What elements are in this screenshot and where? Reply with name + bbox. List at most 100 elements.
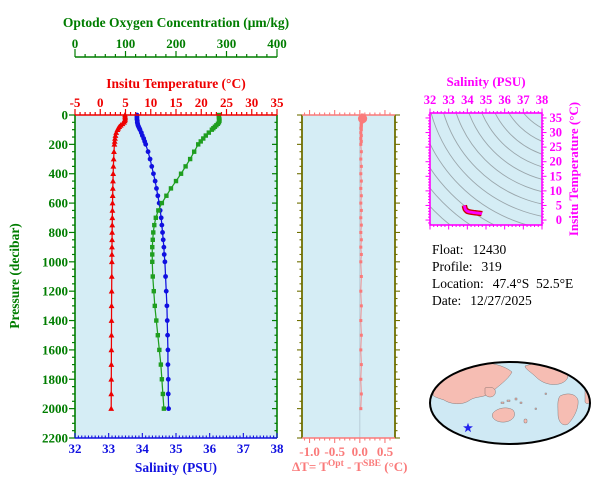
insitu-temperature-marker [113, 129, 120, 135]
landmass-new-zealand [523, 418, 528, 424]
pressure-tick-label: 2000 [42, 401, 68, 416]
delta-t-marker [359, 319, 363, 323]
temperature-tick-label: 35 [271, 95, 285, 110]
float-location-star [463, 422, 473, 433]
optode-oxygen-marker [157, 347, 162, 353]
location-label: Location: [432, 276, 484, 291]
optode-oxygen-marker [153, 215, 158, 220]
insitu-temperature-marker [110, 170, 117, 177]
oxygen-tick-label: 400 [267, 36, 287, 51]
oxygen-axis: 0 100 200 300 400 Optode Oxygen Concentration… [63, 15, 289, 58]
delta-t-marker [359, 164, 363, 168]
salinity-tick-label: 36 [203, 441, 217, 456]
optode-oxygen-marker [160, 391, 166, 397]
ts-temperature-tick-label: 5 [556, 198, 562, 212]
salinity-marker [158, 215, 164, 221]
salinity-marker [165, 376, 171, 382]
salinity-tick-label: 37 [237, 441, 251, 456]
pressure-axis: 0 200 400 600 800 1000 1200 1400 1600 1800 2000 220… [7, 108, 278, 446]
salinity-marker [163, 274, 168, 279]
optode-oxygen-marker [196, 142, 201, 147]
date-label: Date: [432, 293, 462, 308]
optode-oxygen-marker [151, 288, 156, 294]
salinity-marker [155, 193, 161, 199]
delta-t-marker [359, 230, 363, 234]
insitu-temperature-marker [109, 192, 116, 199]
insitu-temperature-marker [108, 302, 115, 309]
optode-oxygen-marker [198, 139, 203, 144]
optode-oxygen-marker [159, 377, 165, 382]
salinity-marker [159, 222, 165, 228]
delta-tick-label: 0.5 [377, 444, 394, 459]
delta-axis-title: ΔT= TOpt - TSBE (°C) [292, 459, 408, 474]
salinity-marker [151, 171, 156, 177]
insitu-temperature-marker [109, 244, 115, 250]
ts-temperature-tick-label: 10 [550, 184, 563, 198]
pressure-tick-label: 600 [49, 196, 69, 211]
insitu-temperature-marker [108, 317, 115, 323]
optode-oxygen-marker [209, 127, 215, 132]
optode-oxygen-marker [164, 193, 169, 198]
optode-oxygen-marker [150, 244, 155, 250]
delta-t-marker [359, 157, 363, 161]
ts-salinity-tick-label: 33 [442, 93, 455, 107]
optode-oxygen-marker [150, 237, 155, 242]
ts-temperature-tick-label: 20 [550, 155, 563, 169]
ts-panel-background [430, 113, 542, 225]
optode-oxygen-marker [158, 362, 164, 367]
pressure-tick-label: 400 [49, 166, 69, 181]
insitu-temperature-marker [108, 405, 115, 411]
ts-temperature-tick-label: 0 [556, 213, 562, 227]
insitu-temperature-marker [112, 132, 119, 138]
salinity-marker [163, 288, 169, 294]
insitu-temperature-marker [109, 207, 116, 213]
delta-t-marker [359, 407, 363, 411]
optode-oxygen-marker [206, 130, 212, 135]
delta-t-marker [359, 134, 363, 138]
ts-salinity-axis-title: Salinity (PSU) [446, 74, 525, 89]
landmass-seasia [484, 387, 496, 398]
optode-oxygen-marker [150, 252, 155, 257]
salinity-tick-label: 38 [271, 441, 285, 456]
insitu-temperature-series [108, 111, 129, 411]
ts-temperature-tick-label: 15 [550, 169, 563, 183]
island-speck [514, 397, 518, 401]
insitu-temperature-marker [108, 258, 115, 265]
ts-salinity-tick-label: 38 [536, 93, 549, 107]
optode-oxygen-marker [191, 149, 197, 154]
delta-tick-label: 0.0 [352, 444, 368, 459]
ts-temperature-axis-title: Insitu Temperature (°C) [566, 102, 581, 236]
salinity-marker [160, 230, 165, 235]
delta-t-marker [359, 139, 363, 143]
main-panel [75, 111, 277, 438]
temperature-tick-label: 20 [195, 95, 208, 110]
delta-t-marker [359, 194, 363, 198]
landmass-australia [492, 407, 515, 423]
delta-t-marker [359, 377, 363, 381]
delta-t-marker [359, 179, 363, 183]
location-info-line: Location: 47.4°S 52.5°E [432, 275, 573, 292]
oxygen-tick-label: 100 [116, 36, 136, 51]
pressure-tick-label: 1400 [42, 313, 68, 328]
delta-t-marker [359, 186, 363, 190]
ts-curve-line [462, 205, 483, 216]
optode-oxygen-marker [203, 133, 208, 138]
delta-t-marker [359, 208, 363, 212]
salinity-marker [160, 237, 166, 243]
world-map [429, 361, 591, 445]
delta-t-marker [359, 275, 363, 278]
delta-t-surface-blob [357, 114, 368, 124]
pressure-tick-label: 1000 [42, 254, 68, 269]
delta-t-marker [359, 131, 363, 135]
insitu-temperature-marker [112, 135, 118, 141]
temperature-axis-title: Insitu Temperature (°C) [106, 76, 245, 91]
salinity-tick-label: 34 [136, 441, 150, 456]
insitu-temperature-marker [108, 390, 115, 397]
main-panel-background [75, 115, 277, 438]
float-info-line: Float: 12430 [432, 241, 573, 258]
oxygen-tick-label: 300 [217, 36, 237, 51]
optode-oxygen-marker [152, 222, 157, 228]
salinity-marker [149, 163, 155, 169]
pressure-tick-label: 800 [49, 225, 69, 240]
